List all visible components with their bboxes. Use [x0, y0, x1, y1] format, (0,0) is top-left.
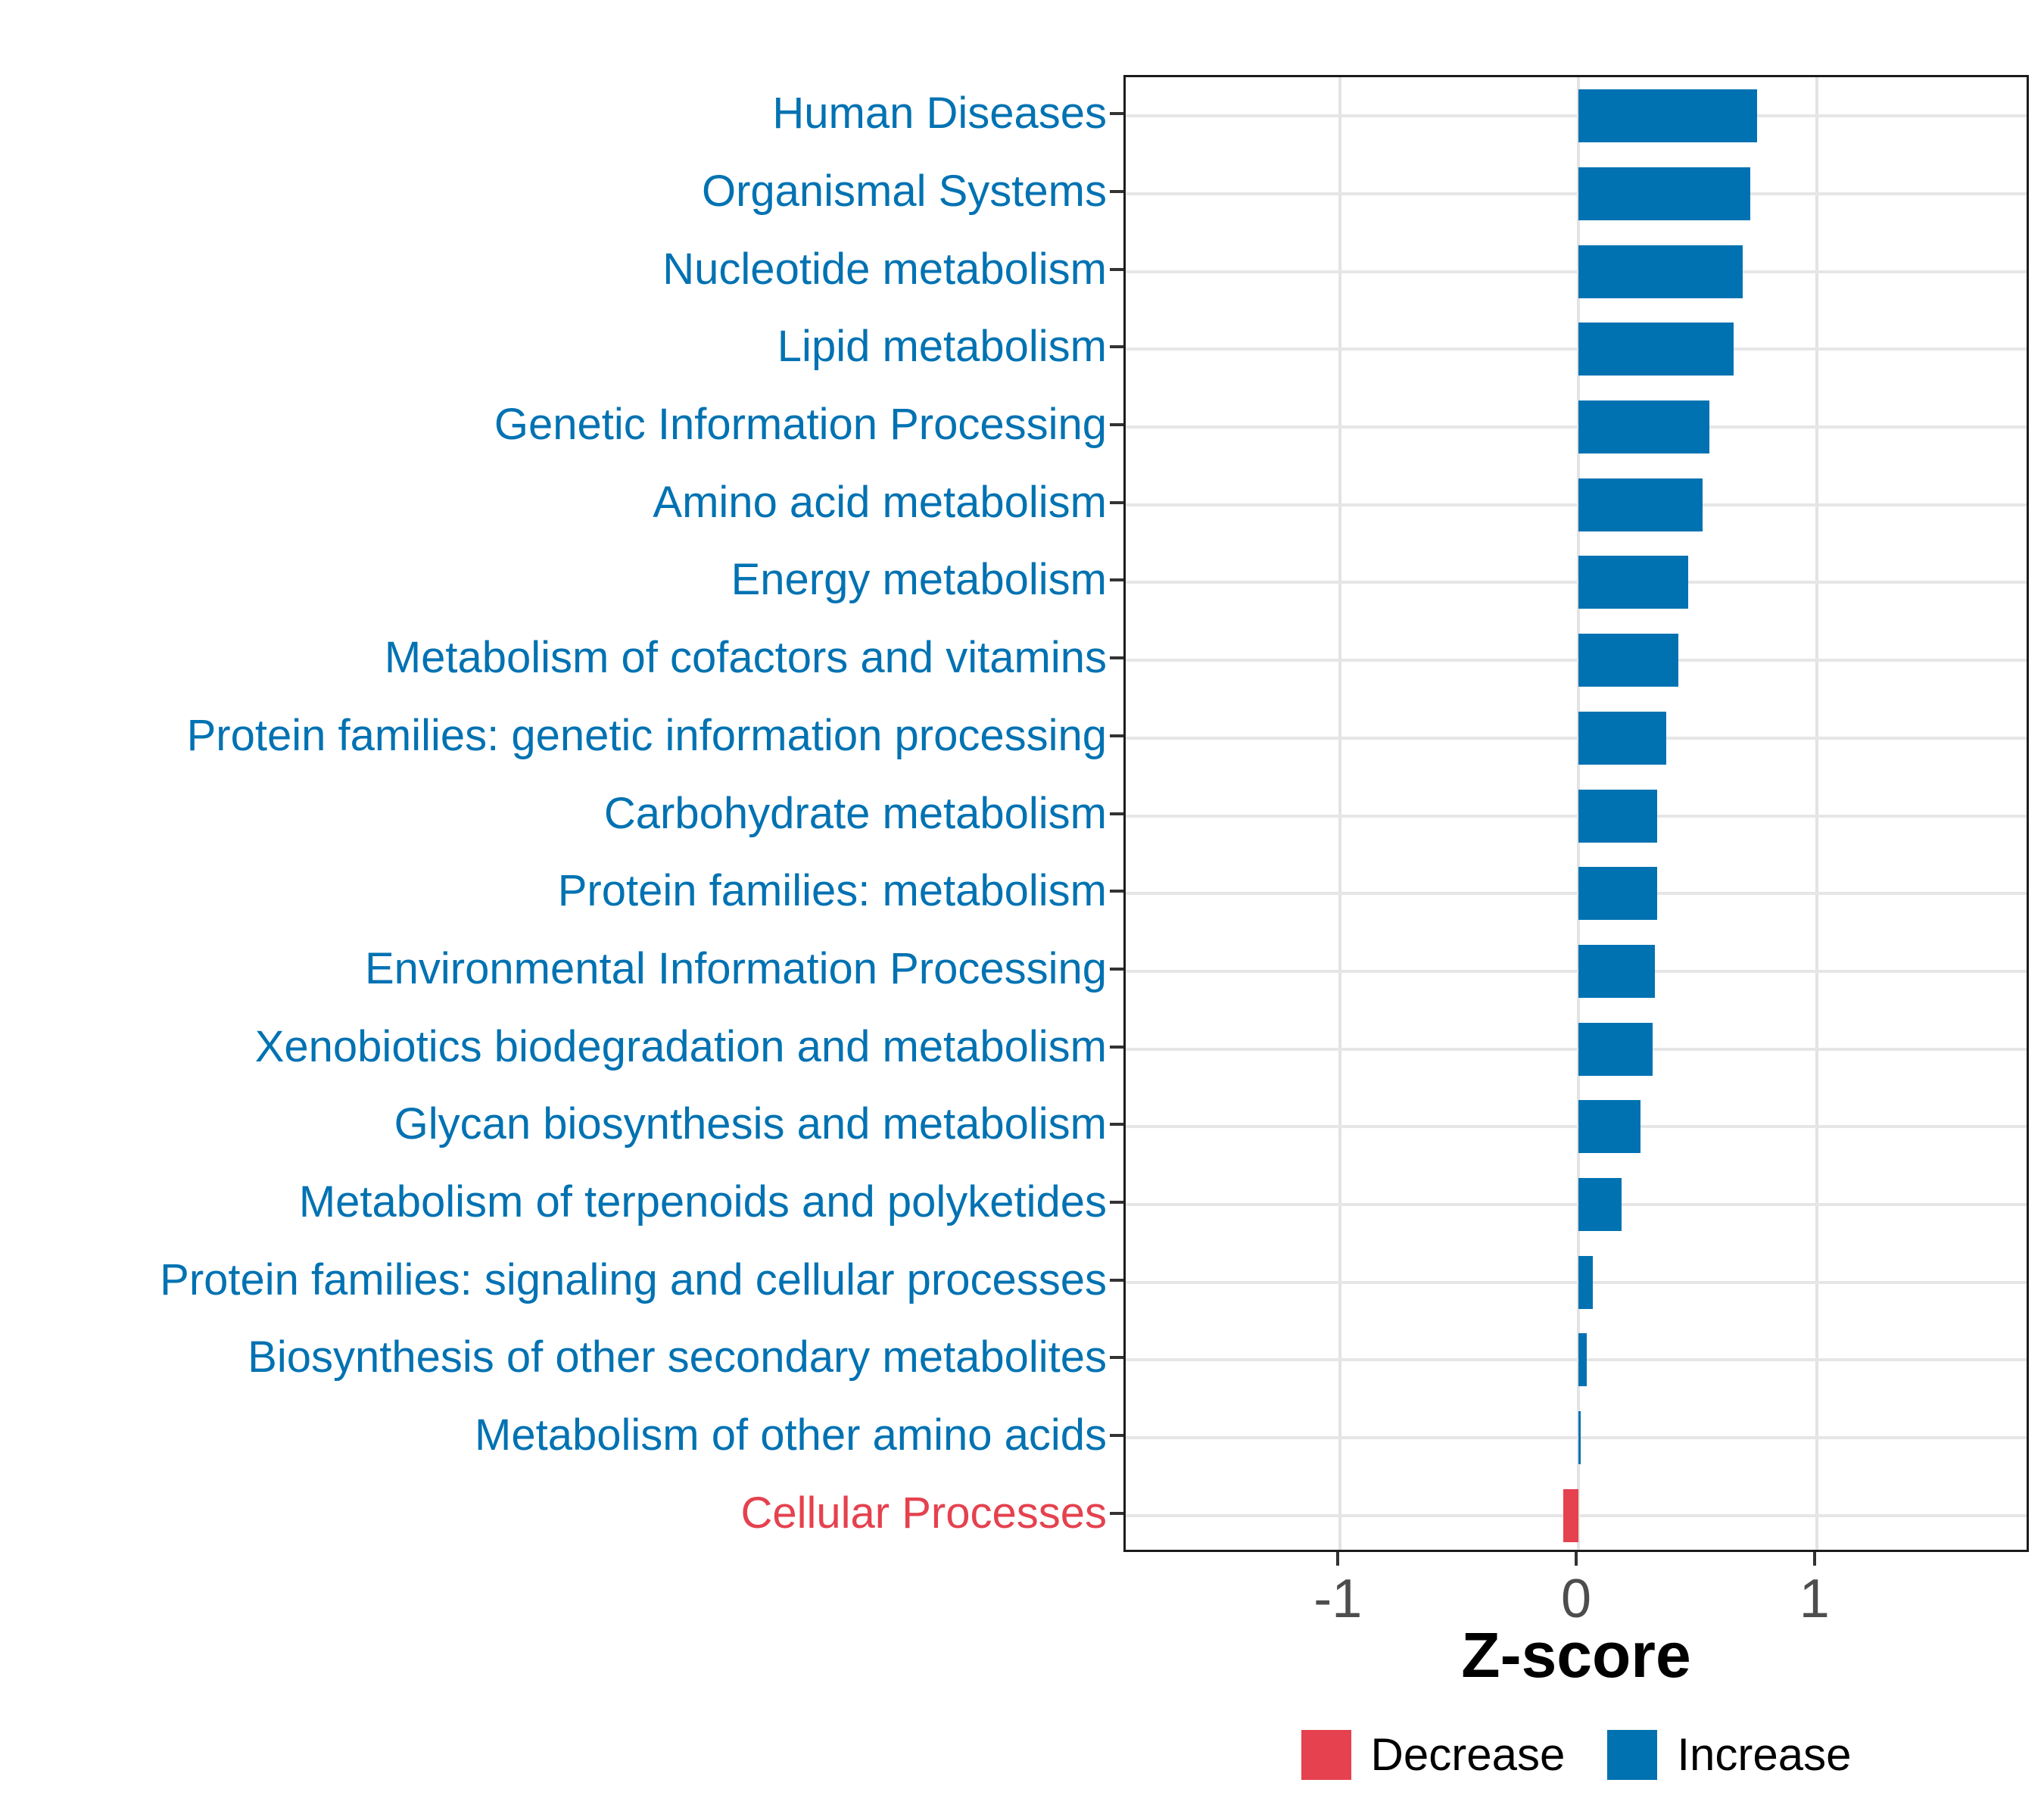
category-tick-mark [1110, 1045, 1123, 1049]
x-tick-mark [1336, 1552, 1340, 1566]
category-tick-mark [1110, 1433, 1123, 1437]
bar [1578, 1100, 1640, 1154]
horizontal-gridline [1126, 503, 2027, 506]
legend-label-increase: Increase [1677, 1729, 1852, 1780]
legend-swatch-increase [1607, 1730, 1658, 1780]
category-label: Organismal Systems [701, 167, 1107, 217]
category-tick-mark [1110, 1278, 1123, 1282]
horizontal-gridline [1126, 114, 2027, 118]
category-label: Biosynthesis of other secondary metaboli… [248, 1332, 1107, 1382]
bar [1578, 867, 1657, 921]
vertical-gridline [1338, 77, 1342, 1550]
category-tick-mark [1110, 890, 1123, 893]
category-tick-mark [1110, 578, 1123, 582]
horizontal-gridline [1126, 969, 2027, 973]
category-label: Metabolism of other amino acids [475, 1410, 1107, 1460]
category-tick-mark [1110, 1356, 1123, 1360]
x-tick-label: 0 [1560, 1569, 1592, 1629]
x-tick-label: 1 [1799, 1569, 1830, 1629]
x-tick-label: -1 [1313, 1569, 1363, 1629]
category-tick-mark [1110, 656, 1123, 660]
category-tick-mark [1110, 1511, 1123, 1515]
category-label: Environmental Information Processing [364, 943, 1107, 993]
bar [1578, 711, 1667, 765]
bar [1578, 400, 1710, 454]
legend-label-decrease: Decrease [1370, 1729, 1566, 1780]
bar [1578, 944, 1655, 998]
bar [1578, 167, 1750, 221]
category-tick-mark [1110, 267, 1123, 271]
bar [1578, 556, 1688, 609]
bar [1563, 1488, 1578, 1542]
bar [1578, 1333, 1588, 1387]
horizontal-gridline [1126, 736, 2027, 740]
category-tick-mark [1110, 734, 1123, 737]
category-label: Energy metabolism [731, 555, 1107, 605]
category-tick-mark [1110, 112, 1123, 116]
category-label: Protein families: metabolism [557, 866, 1107, 916]
bar [1578, 634, 1679, 687]
category-tick-mark [1110, 812, 1123, 815]
category-label: Carbohydrate metabolism [603, 788, 1107, 838]
bar [1578, 1177, 1622, 1231]
x-axis-title: Z-score [1461, 1619, 1691, 1691]
bar [1578, 789, 1657, 843]
plot-panel [1123, 75, 2029, 1552]
category-tick-mark [1110, 500, 1123, 504]
category-label: Human Diseases [772, 89, 1107, 139]
horizontal-gridline [1126, 425, 2027, 429]
category-label: Protein families: signaling and cellular… [160, 1254, 1107, 1304]
horizontal-gridline [1126, 270, 2027, 273]
horizontal-gridline [1126, 1435, 2027, 1439]
bar [1578, 323, 1734, 376]
horizontal-gridline [1126, 1280, 2027, 1284]
horizontal-gridline [1126, 892, 2027, 896]
category-label: Nucleotide metabolism [662, 244, 1107, 294]
horizontal-gridline [1126, 581, 2027, 584]
vertical-gridline [1815, 77, 1818, 1550]
category-label: Metabolism of cofactors and vitamins [384, 633, 1107, 683]
legend-item-decrease: Decrease [1301, 1729, 1566, 1780]
category-tick-mark [1110, 967, 1123, 971]
legend-swatch-decrease [1301, 1730, 1351, 1780]
category-label: Glycan biosynthesis and metabolism [394, 1099, 1107, 1149]
horizontal-gridline [1126, 1125, 2027, 1129]
category-label: Genetic Information Processing [494, 400, 1107, 450]
horizontal-gridline [1126, 348, 2027, 351]
horizontal-gridline [1126, 1202, 2027, 1206]
legend-item-increase: Increase [1607, 1730, 1851, 1780]
horizontal-gridline [1126, 192, 2027, 196]
category-tick-mark [1110, 423, 1123, 427]
category-tick-mark [1110, 1123, 1123, 1127]
bar [1578, 245, 1743, 298]
category-label: Xenobiotics biodegradation and metabolis… [254, 1021, 1107, 1071]
category-tick-mark [1110, 345, 1123, 349]
bar [1578, 1022, 1653, 1076]
category-label: Metabolism of terpenoids and polyketides [298, 1177, 1107, 1226]
horizontal-gridline [1126, 814, 2027, 818]
bar [1578, 89, 1758, 143]
bar [1578, 1410, 1581, 1464]
category-label: Protein families: genetic information pr… [186, 710, 1107, 760]
horizontal-gridline [1126, 1047, 2027, 1051]
bar [1578, 1255, 1593, 1309]
bar [1578, 478, 1703, 531]
category-label: Cellular Processes [740, 1488, 1107, 1538]
legend: Decrease Increase [1048, 1729, 2044, 1781]
x-tick-mark [1812, 1552, 1816, 1566]
category-tick-mark [1110, 1200, 1123, 1204]
horizontal-gridline [1126, 1358, 2027, 1362]
category-tick-mark [1110, 190, 1123, 194]
horizontal-gridline [1126, 659, 2027, 662]
category-label: Lipid metabolism [777, 322, 1107, 372]
x-tick-mark [1575, 1552, 1578, 1566]
category-label: Amino acid metabolism [653, 477, 1107, 527]
